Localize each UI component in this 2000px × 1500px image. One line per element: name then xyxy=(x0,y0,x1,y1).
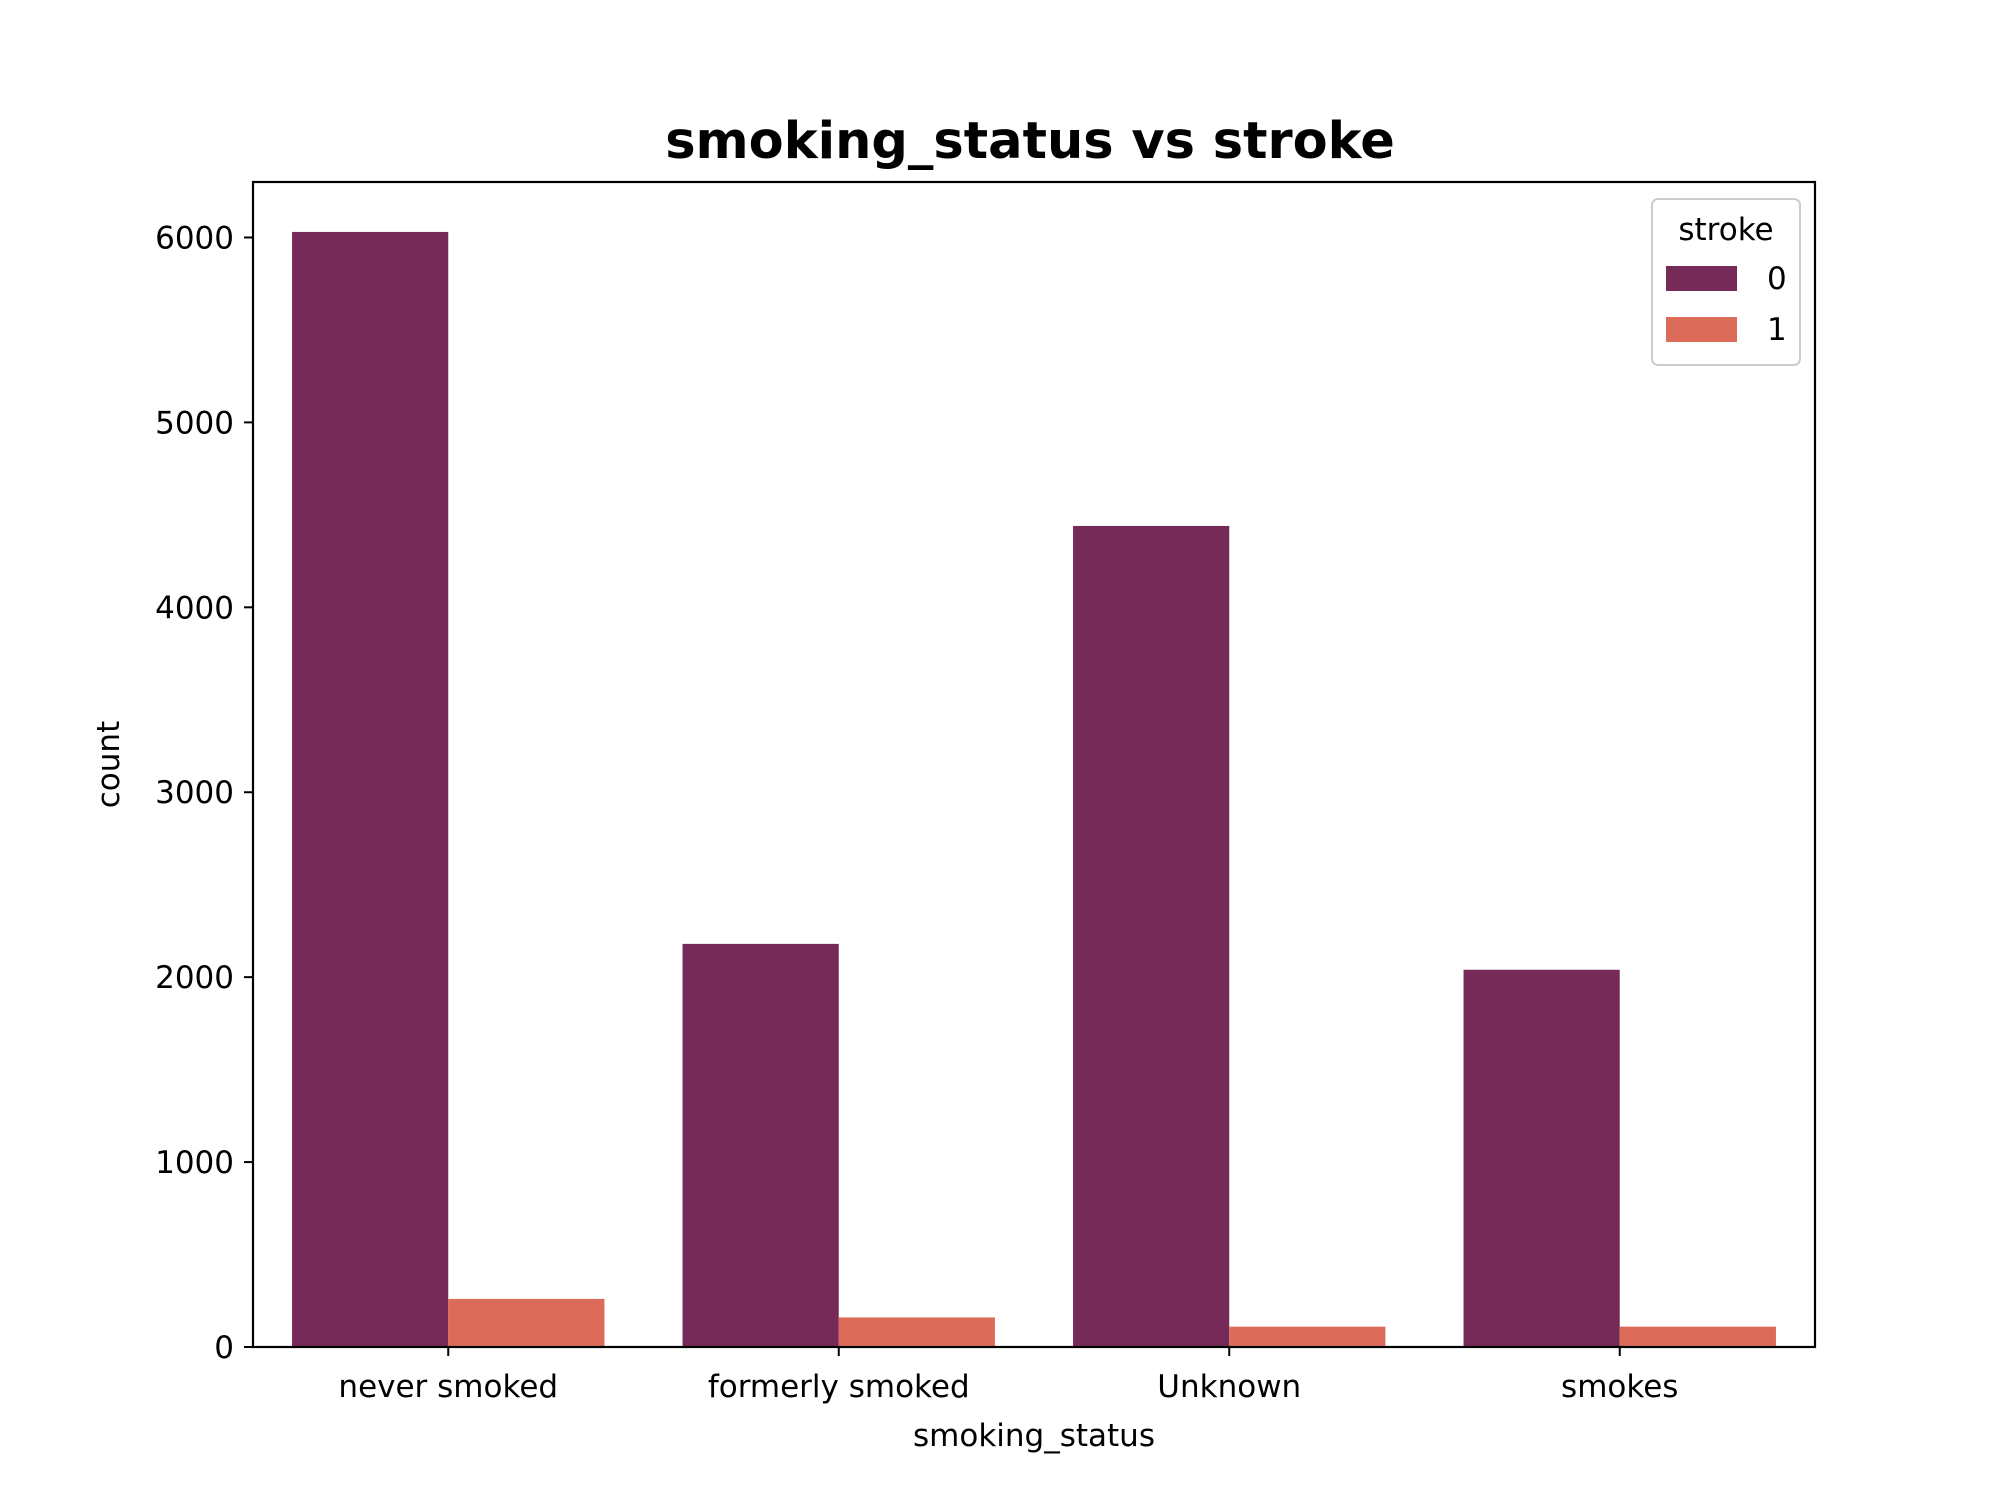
legend-swatch-1 xyxy=(1666,317,1737,342)
bar-smokes-series-0 xyxy=(1463,969,1620,1347)
x-tick-label: formerly smoked xyxy=(708,1369,970,1405)
y-axis-label: count xyxy=(91,721,127,808)
x-tick-label: Unknown xyxy=(1157,1369,1301,1405)
y-tick-label: 1000 xyxy=(155,1145,234,1181)
x-tick-label: never smoked xyxy=(338,1369,558,1405)
legend-label-1: 1 xyxy=(1767,312,1787,348)
y-axis: 0 1000 2000 3000 4000 5000 6000 xyxy=(155,220,253,1366)
y-tick-label: 0 xyxy=(214,1330,234,1366)
legend-label-0: 0 xyxy=(1767,261,1787,297)
chart-title: smoking_status vs stroke xyxy=(665,112,1395,171)
legend-title: stroke xyxy=(1678,212,1773,248)
bar-formerly-smoked-series-1 xyxy=(838,1317,995,1347)
y-tick-label: 3000 xyxy=(155,775,234,811)
bar-never-smoked-series-0 xyxy=(292,231,449,1347)
bar-smokes-series-1 xyxy=(1619,1326,1776,1347)
bar-unknown-series-0 xyxy=(1073,525,1230,1347)
plot-frame xyxy=(251,180,1817,1349)
legend-swatch-0 xyxy=(1666,266,1737,291)
y-tick-label: 4000 xyxy=(155,590,234,626)
x-axis: never smoked formerly smoked Unknown smokes xyxy=(338,1347,1678,1405)
bar-never-smoked-series-1 xyxy=(448,1298,605,1347)
bar-unknown-series-1 xyxy=(1229,1326,1386,1347)
x-tick-label: smokes xyxy=(1561,1369,1678,1405)
y-tick-label: 6000 xyxy=(155,220,234,256)
y-tick-label: 5000 xyxy=(155,405,234,441)
y-tick-label: 2000 xyxy=(155,960,234,996)
bar-formerly-smoked-series-0 xyxy=(682,943,839,1347)
bars-group xyxy=(292,231,1776,1347)
x-axis-label: smoking_status xyxy=(913,1418,1155,1454)
legend: stroke 0 1 xyxy=(1651,198,1801,366)
